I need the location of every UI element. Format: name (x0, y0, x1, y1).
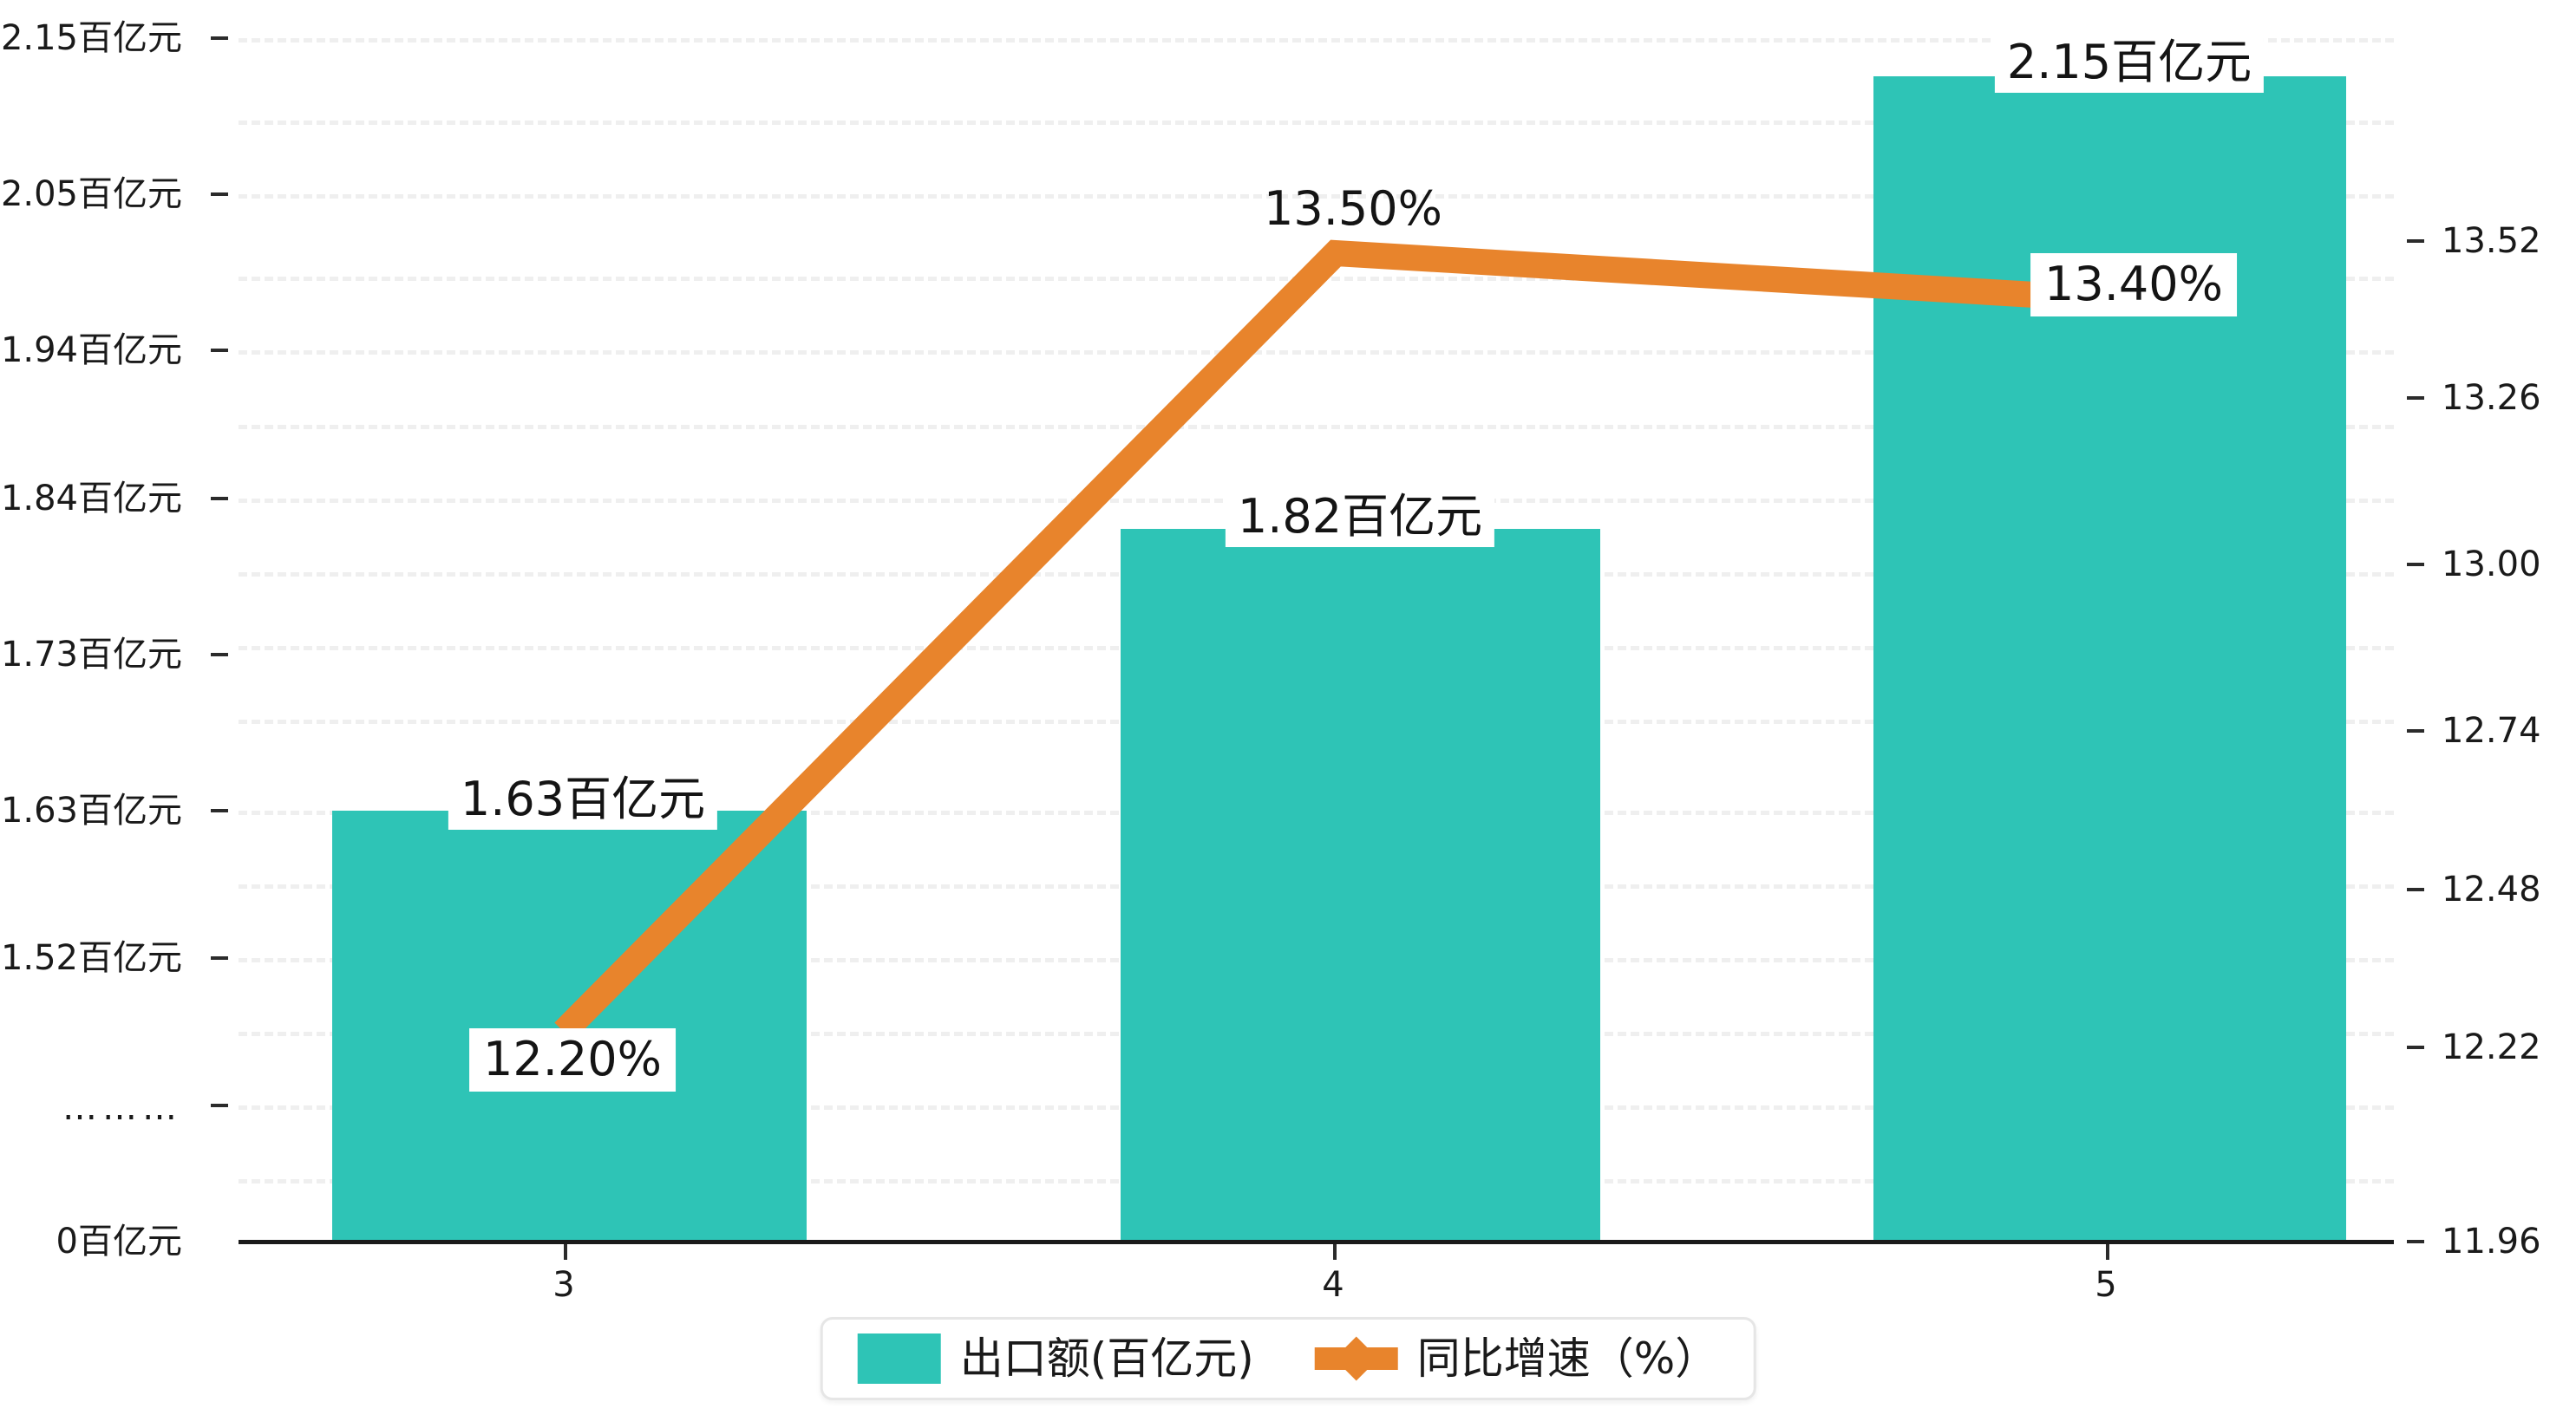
y-right-tick-mark (2407, 1046, 2424, 1049)
y-left-tick-label: 1.84百亿元 (0, 479, 182, 518)
x-axis-line (239, 1240, 2394, 1244)
y-right-tick-mark (2407, 239, 2424, 243)
line-value-label-4: 13.50% (1264, 181, 1442, 236)
gridline (239, 121, 2394, 125)
bar-value-label-3: 1.63百亿元 (448, 770, 718, 830)
x-tick-mark (2106, 1244, 2109, 1260)
legend-item-growth-rate[interactable]: 同比增速（%） (1314, 1333, 1719, 1384)
y-right-tick-mark (2407, 396, 2424, 400)
x-tick-label-5: 5 (2095, 1265, 2117, 1305)
legend-item-label: 出口额(百亿元) (959, 1333, 1254, 1384)
bar-value-label-5: 2.15百亿元 (1994, 33, 2265, 93)
legend-bar-swatch-icon (857, 1333, 941, 1384)
y-left-tick-label: 2.05百亿元 (0, 174, 182, 214)
y-left-tick-mark (211, 809, 228, 812)
y-right-tick-label: 13.26 (2442, 378, 2541, 418)
x-tick-mark (564, 1244, 567, 1260)
x-tick-label-4: 4 (1322, 1265, 1344, 1305)
y-right-tick-mark (2407, 1240, 2424, 1243)
y-left-tick-label: 2.15百亿元 (0, 18, 182, 58)
y-left-tick-mark (211, 956, 228, 960)
y-right-tick-label: 13.52 (2442, 221, 2541, 261)
x-tick-label-3: 3 (552, 1265, 575, 1305)
legend-item-export-amount[interactable]: 出口额(百亿元) (857, 1333, 1254, 1384)
bar-category-5[interactable] (1873, 76, 2346, 1242)
y-right-tick-label: 12.22 (2442, 1027, 2541, 1067)
bar-value-label-4: 1.82百亿元 (1225, 487, 1495, 547)
y-left-tick-label-ellipsis: ……… (62, 1088, 182, 1128)
y-left-tick-label: 1.63百亿元 (0, 791, 182, 831)
bar-category-4[interactable] (1121, 529, 1600, 1242)
legend-diamond-marker-icon (1334, 1336, 1379, 1381)
y-left-tick-mark (211, 653, 228, 656)
y-left-tick-mark (211, 1104, 228, 1107)
line-value-label-5: 13.40% (2030, 253, 2237, 316)
y-left-tick-label: 1.52百亿元 (0, 938, 182, 978)
y-right-tick-label: 11.96 (2442, 1222, 2541, 1262)
y-left-tick-mark (211, 497, 228, 500)
line-value-label-3: 12.20% (469, 1028, 676, 1092)
gridline (239, 38, 2394, 42)
y-right-tick-label: 13.00 (2442, 544, 2541, 584)
legend-line-swatch-icon (1314, 1333, 1398, 1384)
chart-legend: 出口额(百亿元) 同比增速（%） (820, 1317, 1756, 1400)
y-left-tick-mark (211, 36, 228, 40)
bar-category-3[interactable] (332, 811, 807, 1242)
y-left-tick-mark (211, 192, 228, 196)
y-right-tick-mark (2407, 729, 2424, 733)
legend-item-label: 同比增速（%） (1416, 1333, 1719, 1384)
y-right-tick-mark (2407, 888, 2424, 891)
y-left-tick-label: 1.94百亿元 (0, 330, 182, 370)
y-right-tick-mark (2407, 563, 2424, 566)
y-left-tick-label: 1.73百亿元 (0, 635, 182, 675)
gridline (239, 194, 2394, 199)
y-left-tick-label: 0百亿元 (56, 1222, 182, 1262)
y-right-tick-label: 12.74 (2442, 711, 2541, 751)
x-tick-mark (1333, 1244, 1337, 1260)
y-right-tick-label: 12.48 (2442, 870, 2541, 910)
y-left-tick-mark (211, 349, 228, 352)
